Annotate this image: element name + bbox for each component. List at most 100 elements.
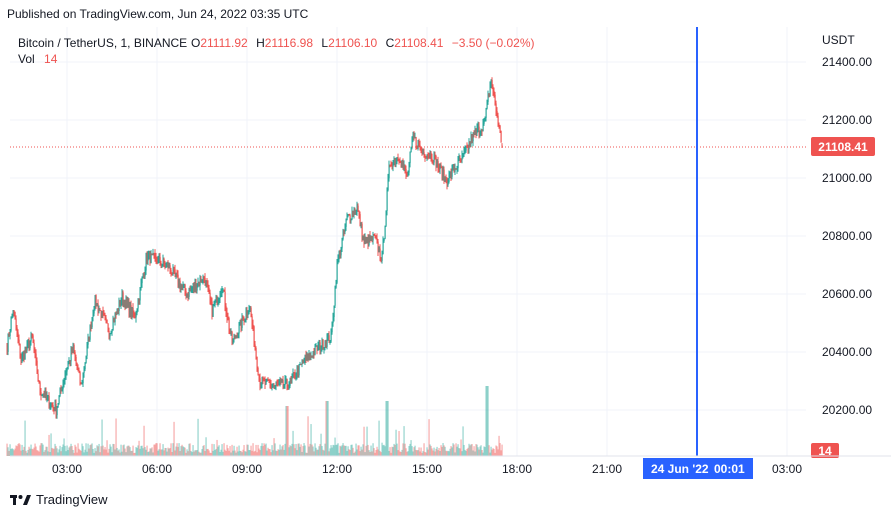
volume-bar: [425, 452, 427, 456]
candle-body: [316, 345, 318, 351]
candle-body: [23, 354, 25, 360]
candle-body: [149, 252, 151, 263]
candle-body: [35, 353, 37, 361]
candle-body: [203, 276, 205, 278]
candle-body: [267, 378, 269, 381]
candle-body: [308, 354, 310, 360]
volume-bar: [312, 446, 314, 456]
volume-bar: [491, 449, 493, 456]
candle-body: [289, 378, 291, 386]
candle-body: [175, 273, 177, 276]
svg-text:24 Jun '22: 24 Jun '22: [651, 462, 709, 476]
volume-bar: [122, 445, 124, 456]
candle-body: [399, 160, 401, 162]
candle-body: [322, 339, 324, 350]
volume-bar: [481, 449, 483, 456]
candle-body: [303, 362, 305, 364]
candle-body: [462, 153, 464, 155]
volume-bar: [345, 445, 347, 456]
volume-bar: [15, 445, 17, 456]
candle-body: [187, 294, 189, 297]
volume-bar: [71, 446, 73, 456]
candle-body: [280, 381, 282, 383]
volume-bar: [422, 451, 424, 456]
volume-bar: [236, 446, 238, 456]
time-axis[interactable]: 03:00 06:00 09:00 12:00 15:00 18:00 21:00 03:00: [52, 462, 802, 476]
volume-bar: [152, 452, 154, 456]
candle-body: [147, 254, 149, 261]
time-tick-label: 21:00: [592, 462, 622, 476]
footer[interactable]: TradingView: [10, 492, 108, 507]
candle-body: [165, 263, 167, 266]
volume-bar: [457, 444, 459, 456]
candle-body: [351, 211, 353, 220]
volume-bar: [80, 450, 82, 456]
volume-bar: [63, 438, 65, 456]
candle-body: [256, 356, 258, 368]
candle-body: [171, 274, 173, 276]
candle-body: [477, 126, 479, 129]
candle-body: [457, 159, 459, 169]
candle-body: [387, 178, 389, 191]
candle-body: [491, 79, 493, 87]
volume-bar: [368, 450, 370, 456]
candle-body: [369, 235, 371, 241]
candle-body: [28, 342, 30, 349]
volume-bar: [432, 450, 434, 456]
candle-body: [338, 252, 340, 260]
volume-bar: [318, 446, 320, 456]
volume-bar: [132, 445, 134, 456]
candle-body: [37, 373, 39, 382]
volume-bar: [196, 450, 198, 456]
candle-body: [383, 238, 385, 242]
volume-bar: [387, 401, 389, 456]
volume-bar: [467, 447, 469, 456]
candle-body: [24, 350, 26, 360]
volume-bar: [272, 450, 274, 456]
candle-body: [144, 270, 146, 277]
volume-bar: [305, 452, 307, 456]
volume-bar: [8, 450, 10, 456]
volume-bar: [352, 447, 354, 456]
volume-bar: [179, 451, 181, 456]
candle-body: [499, 125, 501, 131]
volume-bar: [443, 445, 445, 456]
volume-bar: [156, 443, 158, 456]
price-tick-label: 20200.00: [822, 403, 872, 417]
candle-body: [50, 403, 52, 406]
candle-body: [314, 345, 316, 355]
candle-body: [358, 210, 360, 215]
volume-bar: [424, 451, 426, 456]
volume-bar: [283, 449, 285, 456]
candle-body: [86, 344, 88, 356]
volume-bar: [413, 447, 415, 456]
volume-bar: [426, 447, 428, 456]
candle-body: [474, 130, 476, 134]
candle-body: [481, 130, 483, 132]
volume-bar: [260, 445, 262, 456]
candle-body: [334, 287, 336, 306]
volume-bar: [50, 433, 52, 456]
candle-body: [235, 335, 237, 339]
candle-body: [348, 214, 350, 216]
candle-body: [333, 305, 335, 318]
price-axis[interactable]: USDT 21400.00 21200.00 21000.00 20800.00 206…: [822, 33, 872, 417]
candle-body: [30, 334, 32, 342]
published-caption: Published on TradingView.com, Jun 24, 20…: [7, 7, 309, 21]
candle-body: [421, 149, 423, 154]
volume-bar: [246, 444, 248, 456]
volume-bar: [471, 444, 473, 456]
candle-body: [463, 151, 465, 154]
volume-bar: [33, 447, 35, 456]
volume-bar: [451, 447, 453, 456]
volume-bar: [313, 451, 315, 456]
candle-body: [97, 303, 99, 312]
volume-bar: [159, 443, 161, 456]
volume-bar: [95, 451, 97, 456]
volume-bar: [385, 401, 387, 456]
volume-bar: [74, 444, 76, 456]
candle-body: [344, 226, 346, 232]
volume-bar: [415, 449, 417, 456]
candle-body: [22, 354, 24, 357]
